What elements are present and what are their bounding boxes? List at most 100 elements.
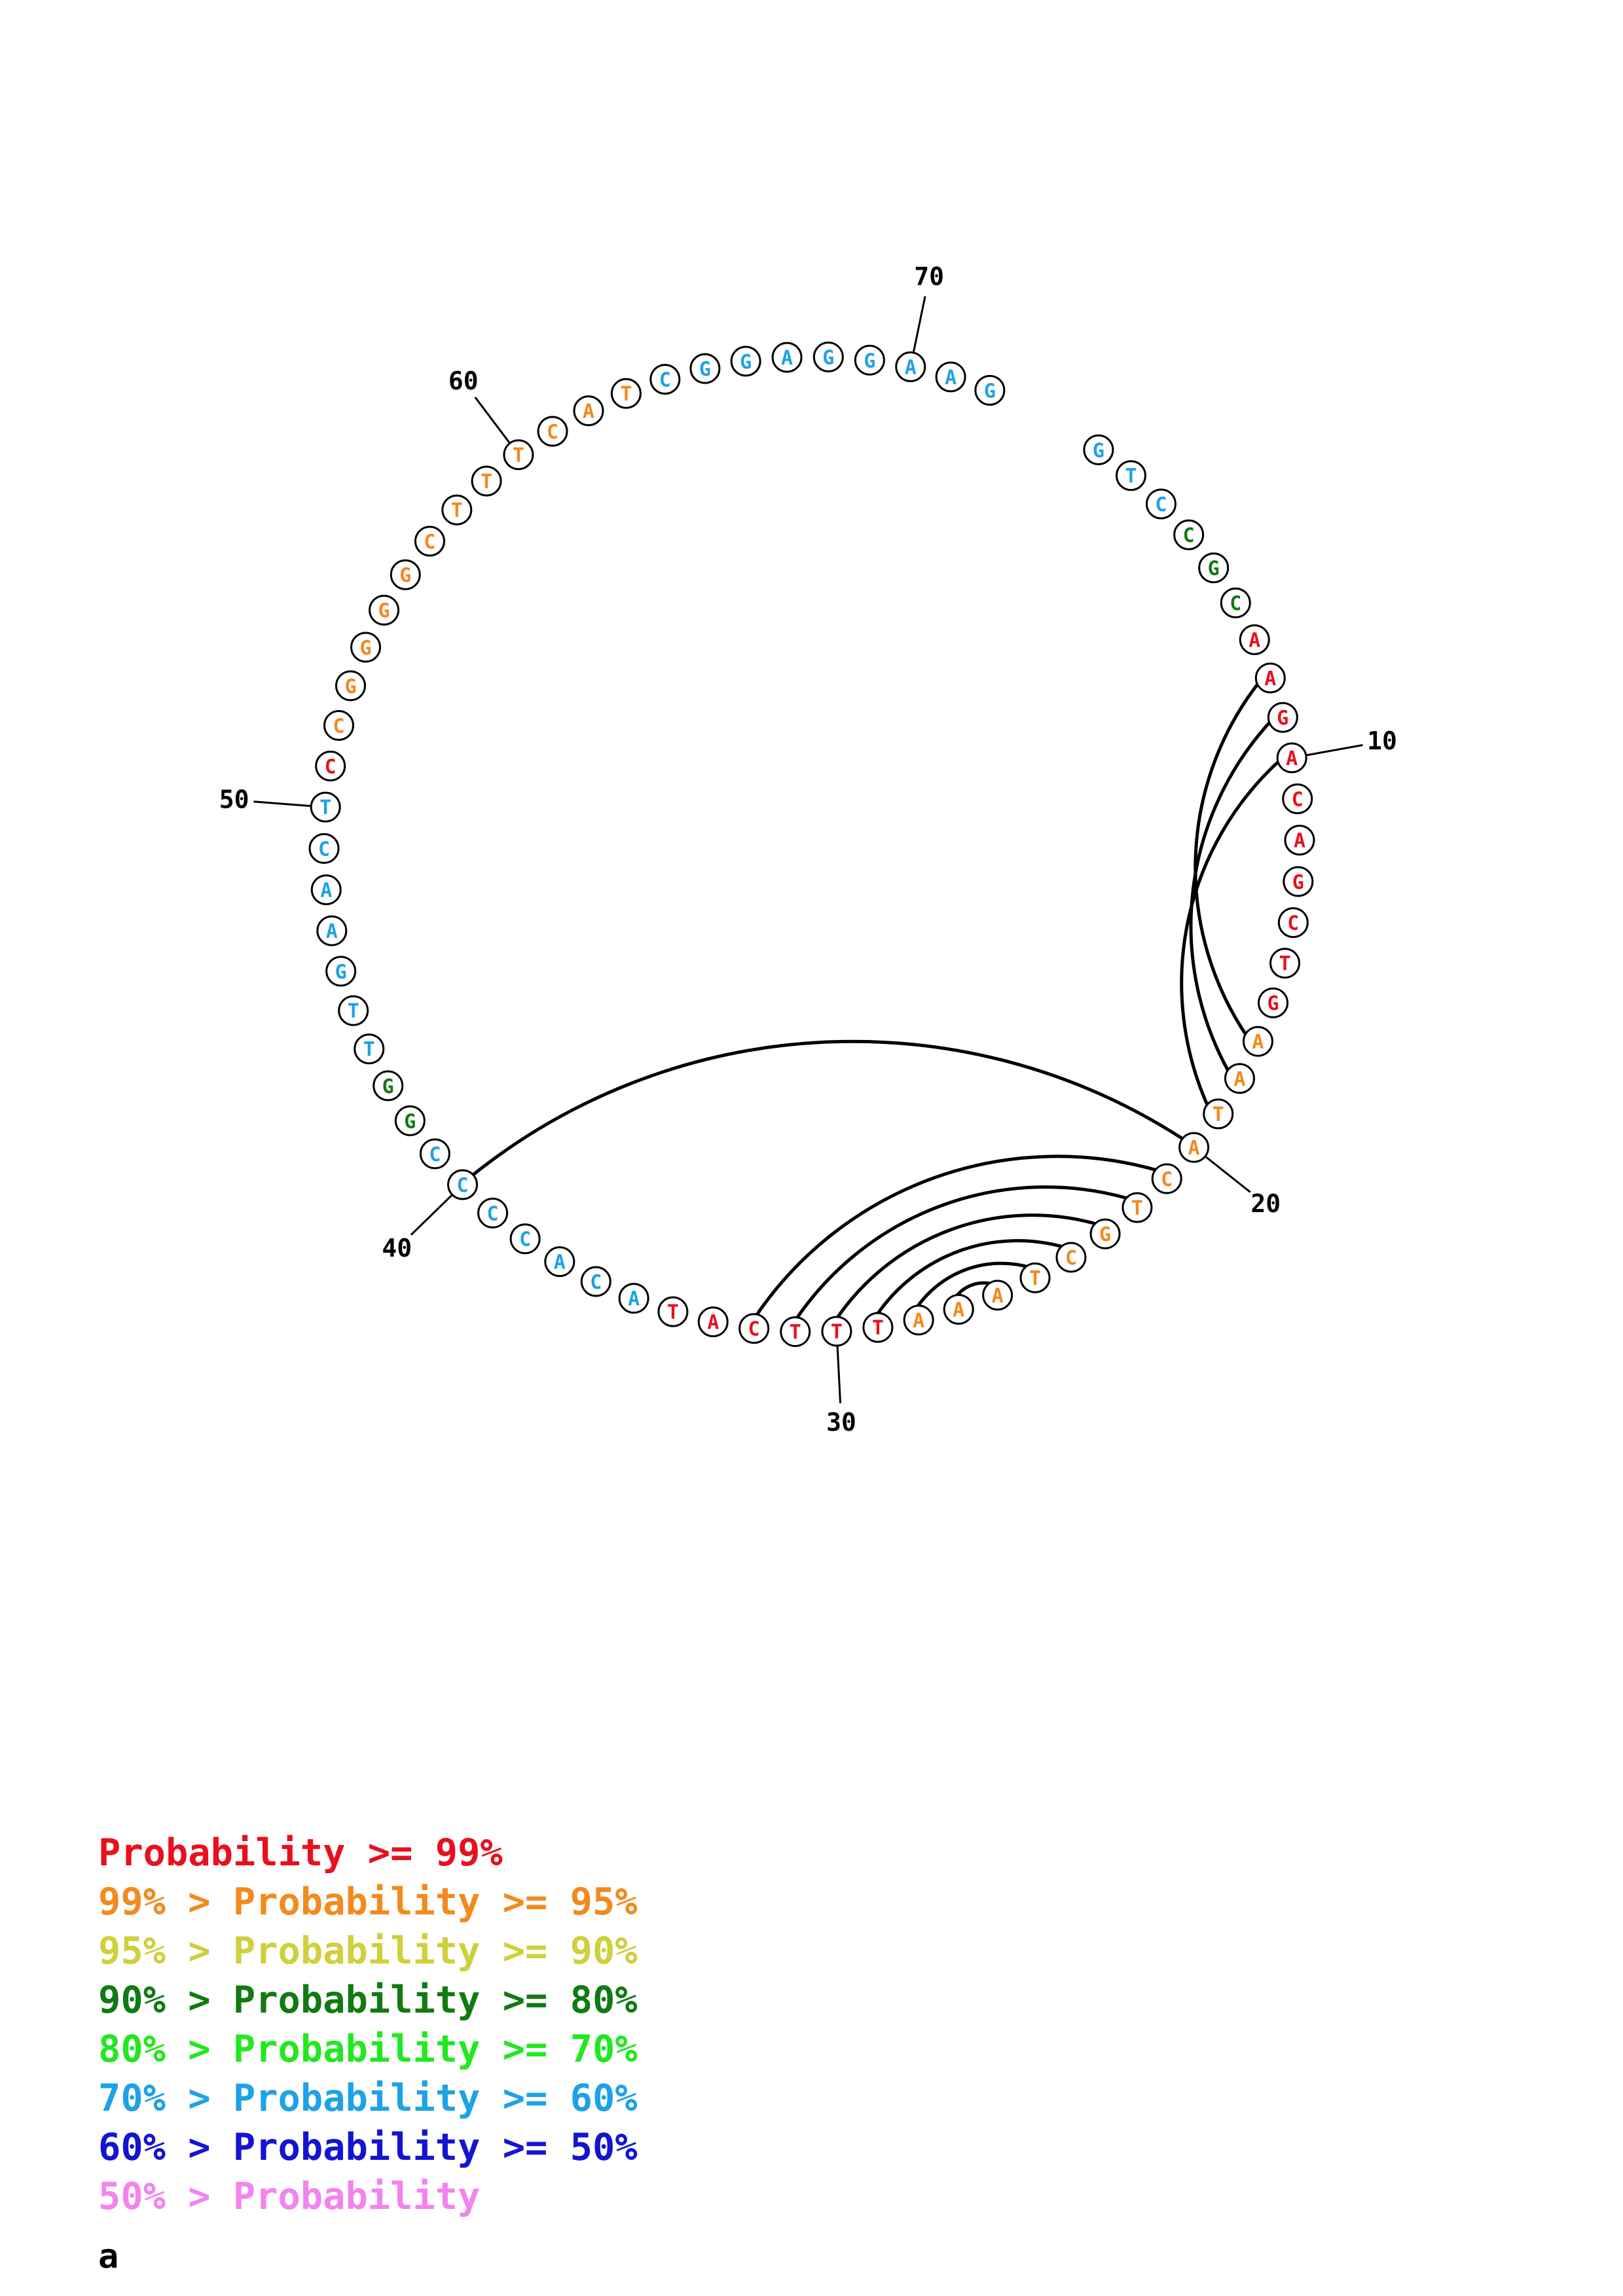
nucleotide-circle [308,833,340,864]
nucleotide-letter: T [1213,1103,1224,1126]
nucleotide: C [1145,488,1176,520]
legend-lhs: 99% > [98,1880,233,1924]
nucleotide-letter: G [404,1110,416,1133]
position-tick [1305,744,1363,757]
nucleotide-circle [974,374,1006,406]
nucleotide-letter: A [953,1299,964,1321]
nucleotide-circle [419,1138,450,1170]
nucleotide-letter: T [1279,953,1290,976]
nucleotide: A [1239,624,1270,655]
probability-legend: Probability >= 99% 99% > Probability >= 9… [98,1831,638,2218]
nucleotide-circle [935,361,966,393]
base-pair-arc [469,1039,1186,1178]
legend-lhs: 80% > [98,2028,233,2071]
nucleotide-circle [812,341,844,372]
nucleotide: A [316,915,348,946]
nucleotide: G [1267,702,1298,733]
legend-row: 99% > Probability >= 95% [98,1880,638,1924]
nucleotide-letter: A [1264,668,1276,691]
position-tick [253,800,312,807]
base-pair-arc [1180,759,1282,1108]
nucleotide-letter: C [547,421,558,444]
position-tick [474,397,511,444]
nucleotide: T [310,791,341,823]
nucleotide-letter: T [451,499,463,522]
nucleotide: A [982,1280,1013,1311]
nucleotide: G [369,594,400,626]
nucleotide-circle [354,1033,385,1065]
nucleotide-letter: G [822,346,834,369]
nucleotide-circle [730,346,761,377]
nucleotide-letter: A [707,1312,719,1335]
nucleotide-circle [338,995,369,1026]
position-label: 40 [382,1234,412,1263]
nucleotide-circle [369,594,400,626]
nucleotide: A [1284,825,1315,856]
legend-rhs: Probability [233,2175,481,2218]
position-label: 10 [1367,726,1397,755]
nucleotide-letter: G [699,358,711,381]
nucleotide-letter: G [399,564,411,587]
nucleotide-letter: A [1286,747,1298,770]
nucleotide-circle [1115,460,1146,492]
nucleotide: A [903,1304,934,1336]
position-tick [836,1345,842,1403]
nucleotide-letter: G [1267,992,1279,1015]
nucleotide-circle [1178,1132,1210,1163]
nucleotide: G [1258,987,1289,1018]
nucleotide-circle [1220,587,1251,619]
nucleotide: G [373,1070,404,1102]
nucleotide-circle [1083,434,1114,465]
nucleotide-letter: T [790,1321,801,1344]
nucleotide: C [447,1169,479,1200]
nucleotide-circle [1089,1218,1121,1249]
nucleotide-letter: T [1131,1197,1143,1220]
nucleotide-circle [325,956,357,987]
nucleotide-circle [350,632,382,663]
nucleotide-letter: G [360,637,372,660]
nucleotide-letter: A [1252,1031,1264,1054]
nucleotide-circle [657,1296,689,1327]
nucleotide: C [1277,907,1309,939]
position-label: 30 [826,1408,856,1437]
base-pair-arc [875,1239,1066,1317]
nucleotide-letter: C [487,1202,499,1225]
nucleotide-letter: C [429,1143,441,1166]
nucleotide-letter: A [992,1285,1004,1308]
nucleotide: C [1173,519,1205,550]
legend-row: 95% > Probability >= 90% [98,1929,638,1973]
legend-row: Probability >= 99% [98,1831,503,1874]
nucleotide-letter: T [1125,465,1137,488]
nucleotide: T [1269,948,1301,979]
legend-lhs: 50% > [98,2175,233,2218]
legend-rhs: Probability >= 90% [233,1929,638,1973]
nucleotide-letter: G [984,380,996,403]
nucleotide-letter: C [519,1229,531,1251]
nucleotide-letter: C [1161,1168,1173,1191]
nucleotide-circle [414,526,445,557]
legend-rhs: Probability >= 80% [233,1979,638,2022]
nucleotide: G [335,670,366,702]
nucleotide: G [394,1105,426,1136]
position-label: 50 [219,785,249,814]
nucleotide-letter: A [320,879,332,902]
nucleotide: T [338,995,369,1026]
nucleotide-letter: G [382,1075,394,1098]
nucleotide: G [974,374,1006,406]
nucleotide: A [935,361,966,393]
base-pair-arc [915,1261,1030,1310]
nucleotide-circle [310,791,341,823]
nucleotide: T [354,1033,385,1065]
nucleotide: C [509,1223,541,1255]
nucleotide-circle [821,1316,852,1347]
figure-caption: a [98,2237,119,2276]
nucleotide-circle [310,874,342,905]
nucleotide-letter: A [781,347,793,370]
nucleotide: G [854,344,885,376]
nucleotide-letter: C [318,838,330,861]
nucleotide-circle [943,1293,974,1325]
nucleotide-letter: A [1188,1137,1200,1160]
nucleotide: C [323,709,354,741]
nucleotide: C [537,416,568,447]
nucleotide-letter: A [1249,629,1260,652]
